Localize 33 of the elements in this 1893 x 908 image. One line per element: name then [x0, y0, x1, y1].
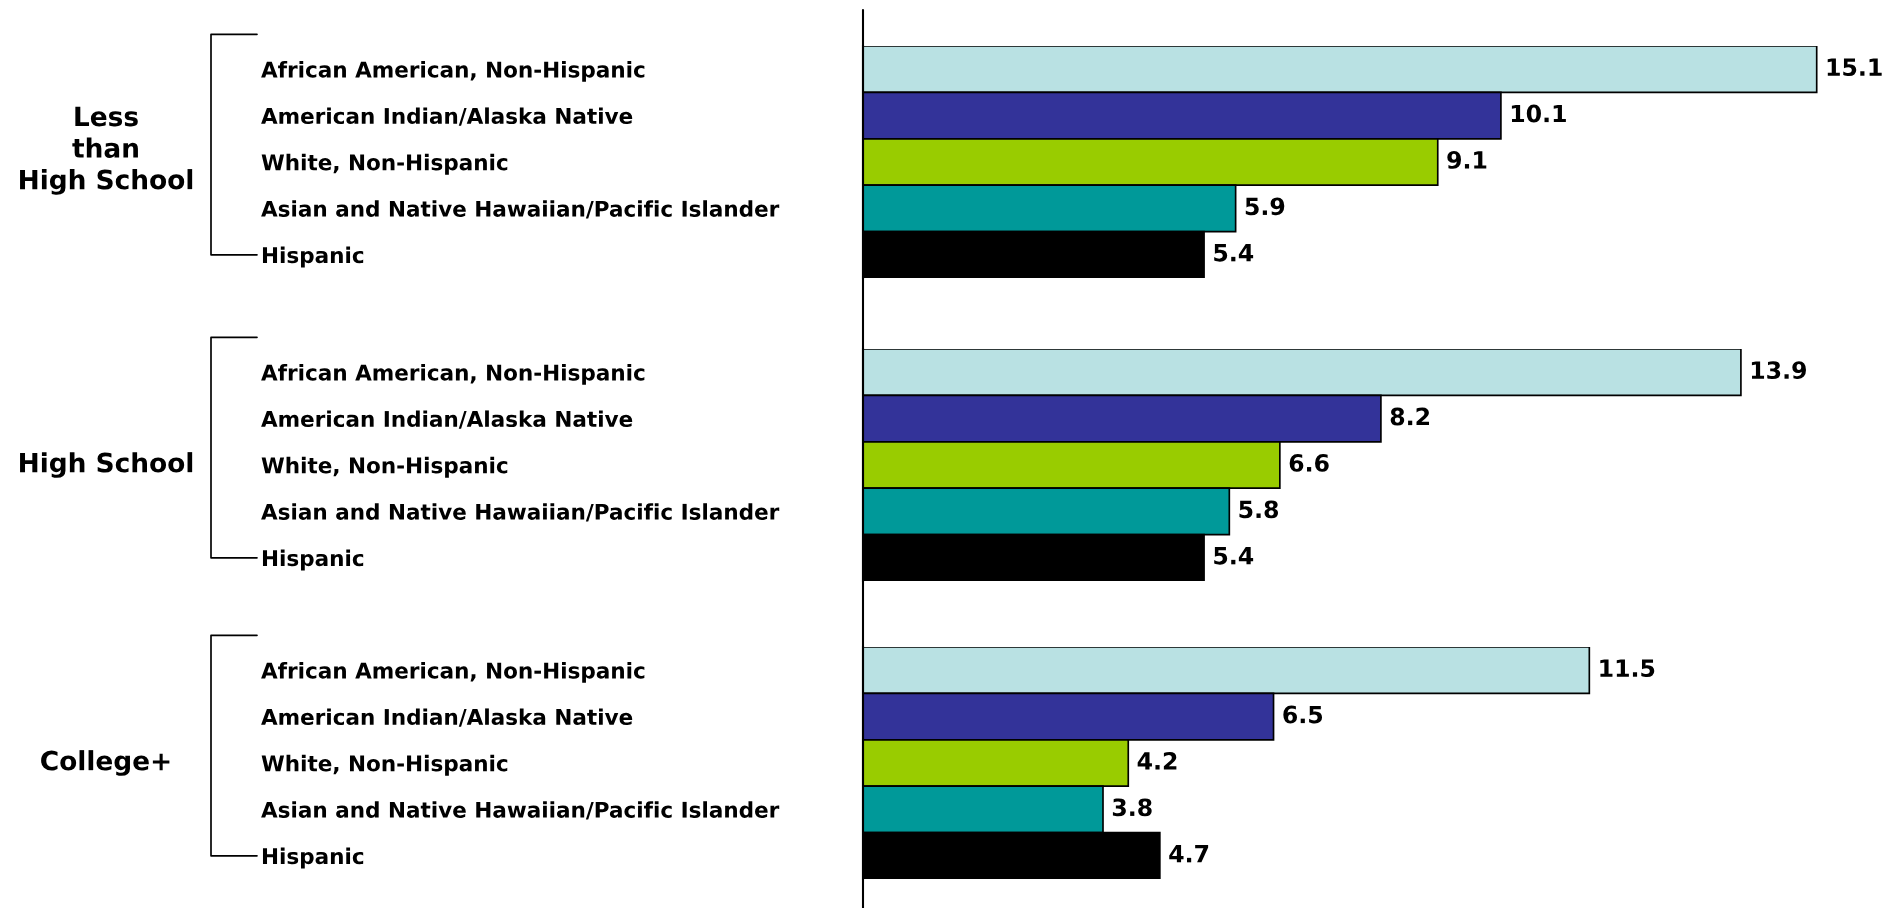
- y-axis-title: High School: [20, 452, 193, 478]
- y-tick-label: White, Non-Hispanic: [261, 754, 508, 776]
- y-tick-label: African American, Non-Hispanic: [261, 61, 645, 82]
- data-label: 4.7: [1169, 845, 1209, 863]
- y-tick-label: White, Non-Hispanic: [261, 456, 508, 478]
- data-label: 6.5: [1283, 705, 1323, 724]
- y-tick-label: Asian and Native Hawaiian/Pacific Islander: [261, 503, 780, 522]
- data-label: 10.1: [1511, 104, 1566, 123]
- data-label: 5.4: [1214, 547, 1254, 565]
- y-tick-label: Hispanic: [262, 847, 364, 869]
- data-label: 8.2: [1390, 407, 1430, 426]
- data-label: 6.6: [1289, 454, 1329, 472]
- y-axis-title: Less than High School: [20, 106, 193, 195]
- data-label: 5.8: [1239, 500, 1279, 519]
- y-tick-label: Asian and Native Hawaiian/Pacific Islander: [261, 801, 780, 820]
- y-tick-label: African American, Non-Hispanic: [261, 662, 645, 683]
- y-tick-label: American Indian/Alaska Native: [261, 107, 633, 126]
- y-axis-title: College+: [41, 750, 170, 776]
- y-tick-label: American Indian/Alaska Native: [261, 410, 633, 429]
- data-label: 5.4: [1214, 244, 1254, 262]
- y-tick-label: American Indian/Alaska Native: [261, 708, 633, 727]
- y-tick-label: Hispanic: [262, 246, 364, 268]
- data-label: 15.1: [1827, 58, 1882, 77]
- data-label: 11.5: [1600, 659, 1655, 678]
- y-tick-label: White, Non-Hispanic: [261, 153, 508, 175]
- y-tick-label: Asian and Native Hawaiian/Pacific Islander: [261, 200, 780, 219]
- data-label: 13.9: [1751, 361, 1806, 380]
- y-tick-label: Hispanic: [262, 549, 364, 571]
- data-label: 5.9: [1245, 197, 1285, 216]
- data-label: 4.2: [1137, 751, 1177, 770]
- data-label: 3.8: [1112, 798, 1152, 817]
- data-label: 9.1: [1447, 151, 1487, 169]
- y-tick-label: African American, Non-Hispanic: [261, 364, 645, 385]
